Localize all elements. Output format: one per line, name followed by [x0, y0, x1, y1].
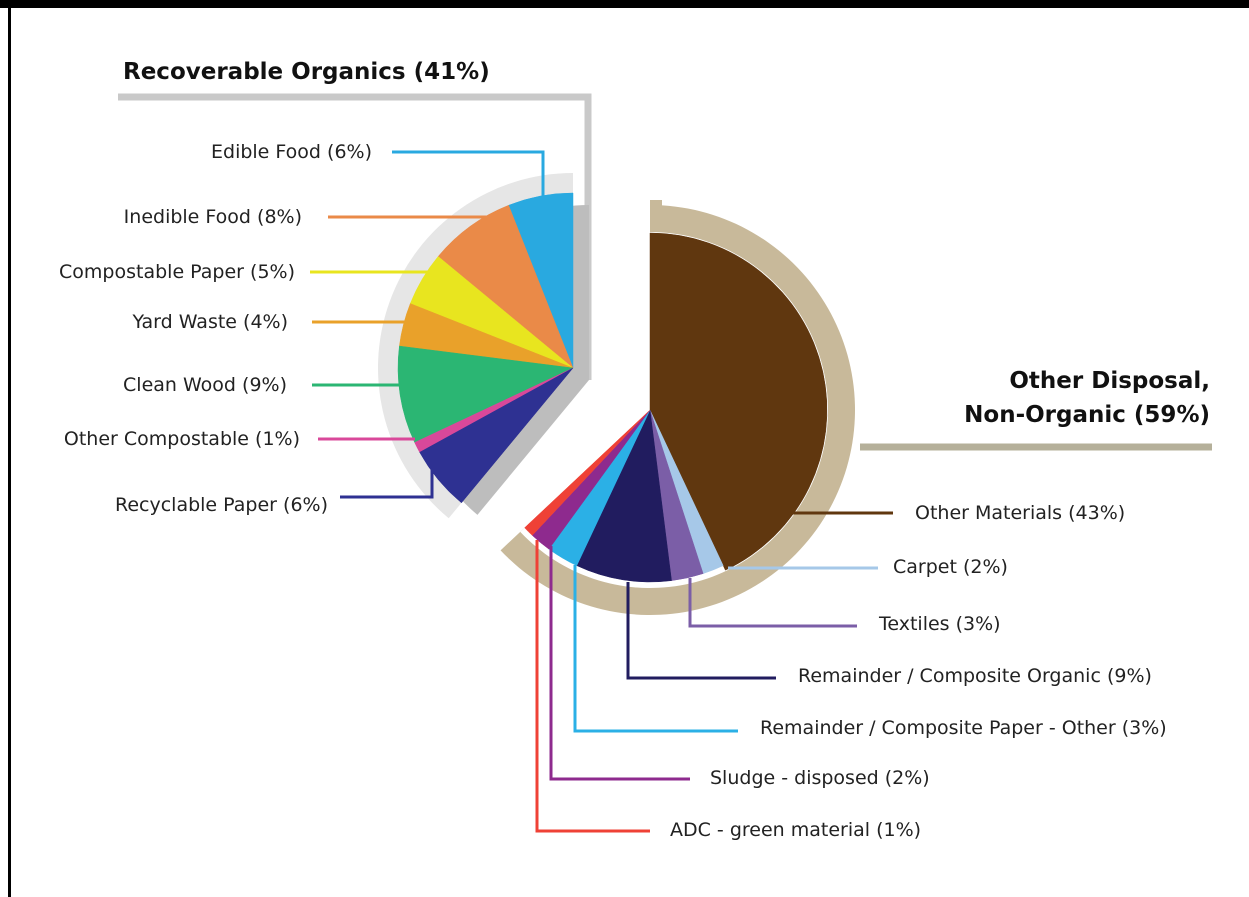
leader-line [340, 470, 434, 499]
group-value: (41%) [414, 59, 490, 85]
slice [524, 409, 651, 536]
category-name: Other Materials [915, 502, 1062, 524]
value-label: (6%) [283, 494, 328, 516]
category-name: Compostable Paper [59, 261, 244, 283]
category-name: Clean Wood [123, 374, 236, 396]
category-name: Yard Waste [132, 311, 237, 333]
slice-label: ADC - green material (1%) [670, 819, 921, 841]
leader-line [626, 582, 776, 680]
slice-label: Clean Wood (9%) [123, 374, 287, 396]
value-label: (6%) [327, 141, 372, 163]
slices [397, 192, 828, 583]
group-title: Other Disposal, [1009, 368, 1210, 394]
slice [649, 232, 828, 571]
slice-label: Inedible Food (8%) [124, 206, 302, 228]
category-name: Remainder / Composite Organic [798, 665, 1101, 687]
group-name: Recoverable Organics [123, 59, 406, 85]
leader-line [549, 546, 690, 781]
category-name: Sludge - disposed [710, 767, 879, 789]
group-title: Non-Organic (59%) [964, 402, 1210, 428]
value-label: (2%) [963, 556, 1008, 578]
slice-label: Edible Food (6%) [211, 141, 372, 163]
slice-label: Carpet (2%) [893, 556, 1008, 578]
group-name: Non-Organic [964, 402, 1126, 428]
leader-line [688, 578, 857, 628]
category-name: Edible Food [211, 141, 321, 163]
value-label: (43%) [1068, 502, 1125, 524]
leader-line [535, 540, 650, 833]
slice [397, 345, 574, 443]
category-name: Inedible Food [124, 206, 251, 228]
group-name: Other Disposal, [1009, 368, 1210, 394]
value-label: (4%) [243, 311, 288, 333]
slice [576, 409, 672, 583]
group-value: (59%) [1134, 402, 1210, 428]
slice [419, 367, 574, 504]
category-name: Remainder / Composite Paper - Other [760, 717, 1116, 739]
labels: Edible Food (6%) Inedible Food (8%) Compos… [59, 59, 1210, 841]
frame-top [0, 0, 1249, 8]
slice-label: Other Materials (43%) [915, 502, 1125, 524]
slice-label: Remainder / Composite Paper - Other (3%) [760, 717, 1167, 739]
group-title: Recoverable Organics (41%) [123, 59, 490, 85]
slice-label: Remainder / Composite Organic (9%) [798, 665, 1152, 687]
value-label: (8%) [257, 206, 302, 228]
value-label: (9%) [1107, 665, 1152, 687]
frame-left [8, 0, 11, 897]
value-label: (3%) [956, 613, 1001, 635]
slice-label: Yard Waste (4%) [132, 311, 288, 333]
category-name: Carpet [893, 556, 957, 578]
value-label: (2%) [885, 767, 930, 789]
value-label: (5%) [250, 261, 295, 283]
value-label: (9%) [242, 374, 287, 396]
slice-label: Sludge - disposed (2%) [710, 767, 930, 789]
category-name: ADC - green material [670, 819, 870, 841]
slice-label: Recyclable Paper (6%) [115, 494, 328, 516]
value-label: (1%) [876, 819, 921, 841]
category-name: Textiles [878, 613, 950, 635]
category-name: Other Compostable [64, 428, 249, 450]
leader-line [573, 565, 738, 733]
slice-label: Compostable Paper (5%) [59, 261, 295, 283]
category-name: Recyclable Paper [115, 494, 277, 516]
value-label: (3%) [1122, 717, 1167, 739]
leader-line [392, 150, 545, 196]
slice-label: Textiles (3%) [878, 613, 1001, 635]
slice-label: Other Compostable (1%) [64, 428, 300, 450]
value-label: (1%) [255, 428, 300, 450]
